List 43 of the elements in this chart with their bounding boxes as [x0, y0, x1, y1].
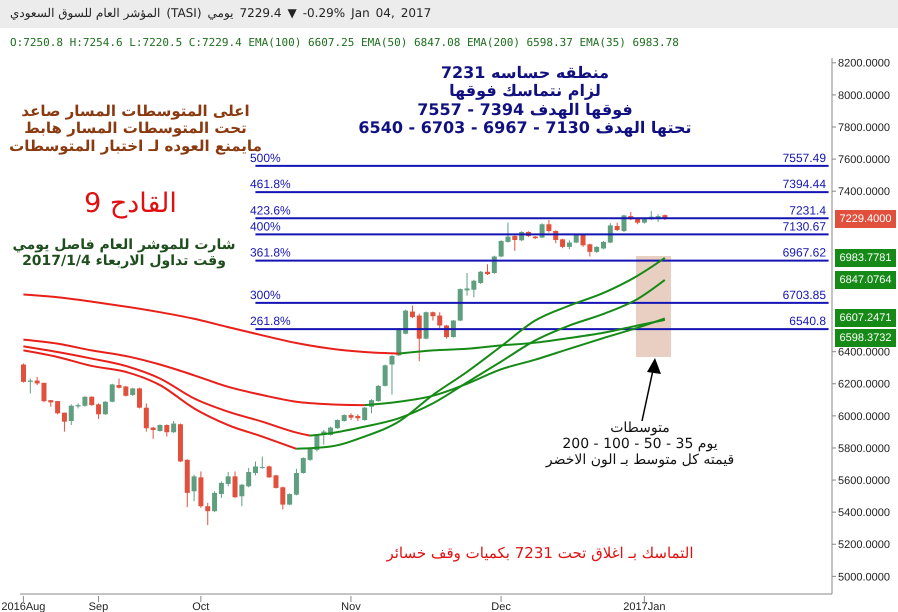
y-tick-label: 6200.0000: [838, 378, 890, 391]
y-tick-label: 5800.0000: [838, 442, 890, 455]
annotation: 261.8%: [250, 314, 292, 328]
y-tick-label: 6400.0000: [838, 346, 890, 359]
x-tick-label: Oct: [192, 601, 210, 612]
x-tick-label: 2017Jan: [623, 601, 666, 612]
annotation: شارت للموشر العام فاصل يومي وقت تداول الاربعاء 2017/1/4: [11, 237, 237, 270]
ref-line-label: 6703.85: [782, 288, 826, 302]
chart-subtitle: O:7250.8 H:7254.6 L:7220.5 C:7229.4 EMA(100) 6607.25 EMA(50) 6847.08 EMA(200) 6598.37 EMA(35) 6983.78: [10, 36, 679, 49]
text: 6983.7781: [835, 248, 896, 267]
annotation: 461.8%: [250, 177, 292, 192]
y-tick-label: 7600.0000: [838, 154, 890, 166]
y-tick-label: 5000.0000: [838, 571, 890, 584]
annotation: منطقه حساسه 7231 لزام نتماسك فوقها فوقها الهدف 7394 - 7557 تحتها الهدف 7130 - 6967 - 6703 - 6540: [357, 63, 693, 138]
y-tick-label: 5600.0000: [838, 474, 890, 487]
annotation: 400%: [250, 219, 282, 234]
ref-line-label: 7394.44: [782, 177, 826, 192]
y-tick-label: 6000.0000: [838, 410, 890, 423]
y-tick-label: 8200.0000: [838, 58, 890, 70]
text: 6607.2471: [835, 309, 896, 328]
y-tick-label: 5400.0000: [838, 507, 890, 520]
annotation: القادح 9: [84, 188, 177, 219]
annotation: متوسطات يوم 35 - 50 - 100 - 200 قيمته كل متوسط بـ الون الاخضر: [544, 420, 736, 468]
ref-line-label: 7130.67: [782, 219, 826, 234]
ref-line-label: 7557.49: [782, 150, 826, 165]
y-tick-label: 7400.0000: [838, 186, 890, 198]
ref-line-label: 6540.8: [789, 314, 826, 328]
y-tick-label: 7800.0000: [838, 122, 890, 134]
x-tick-label: Nov: [341, 601, 362, 612]
x-tick-label: Dec: [491, 601, 512, 612]
ref-line-label: 6967.62: [782, 246, 826, 260]
x-tick-label: Sep: [88, 601, 108, 612]
ref-line-label: 7231.4: [789, 203, 826, 218]
text: 7229.4000: [835, 210, 896, 228]
y-tick-label: 5200.0000: [838, 539, 890, 552]
annotation: 361.8%: [250, 246, 292, 260]
annotation: التماسك بـ اغلاق تحت 7231 بكميات وقف خسائر: [384, 544, 694, 562]
annotation: 300%: [250, 288, 282, 302]
y-tick-label: 8000.0000: [838, 90, 890, 102]
text: 6598.3732: [835, 329, 896, 348]
x-tick-label: 2016Aug: [1, 601, 46, 612]
text: 6847.0764: [835, 270, 896, 289]
annotation: 423.6%: [250, 203, 292, 218]
